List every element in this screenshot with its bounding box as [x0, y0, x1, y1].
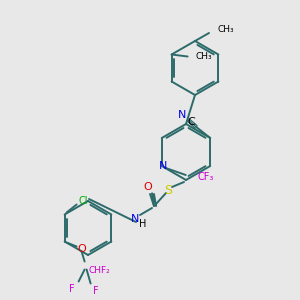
- Text: N: N: [159, 161, 167, 171]
- Text: Cl: Cl: [79, 196, 88, 206]
- Text: F: F: [69, 284, 74, 293]
- Text: S: S: [164, 184, 172, 197]
- Text: N: N: [178, 110, 186, 120]
- Text: H: H: [139, 219, 147, 229]
- Text: N: N: [131, 214, 139, 224]
- Text: CH₃: CH₃: [217, 26, 234, 34]
- Text: CF₃: CF₃: [198, 172, 214, 182]
- Text: F: F: [93, 286, 98, 296]
- Text: CHF₂: CHF₂: [88, 266, 110, 275]
- Text: O: O: [144, 182, 152, 192]
- Text: C: C: [188, 117, 195, 127]
- Text: CH₃: CH₃: [196, 52, 212, 61]
- Text: O: O: [77, 244, 86, 254]
